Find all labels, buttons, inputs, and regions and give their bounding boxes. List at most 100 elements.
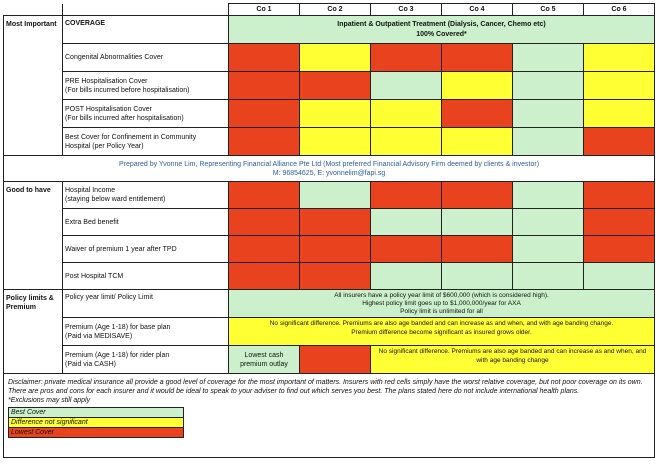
rating-cell bbox=[512, 235, 584, 263]
row-hospital-income: Good to have Hospital Income (staying be… bbox=[3, 181, 655, 290]
rating-cell bbox=[441, 99, 513, 128]
rating-cell bbox=[583, 99, 655, 128]
premium-rider-co2 bbox=[299, 345, 371, 374]
rating-cell bbox=[299, 43, 371, 72]
legend-lowest: Lowest Cover bbox=[8, 427, 184, 438]
rating-cell bbox=[299, 235, 371, 263]
rating-cell bbox=[370, 99, 442, 128]
rating-cell bbox=[583, 181, 655, 209]
rating-cell bbox=[512, 43, 584, 72]
rating-cell bbox=[228, 181, 300, 209]
rating-cell bbox=[512, 71, 584, 100]
row-congenital: Congenital Abnormalities Cover bbox=[4, 43, 655, 72]
coverage-label: COVERAGE bbox=[62, 15, 229, 44]
rating-cell bbox=[370, 71, 442, 100]
rating-cell bbox=[370, 181, 442, 209]
row-waiver: Waiver of premium 1 year after TPD bbox=[4, 235, 655, 263]
prepared-row: Prepared by Yvonne Lim, Representing Fin… bbox=[3, 155, 655, 182]
rating-cell bbox=[512, 127, 584, 156]
coverage-row: Most Important COVERAGE Inpatient & Outp… bbox=[3, 15, 655, 156]
rating-cell bbox=[370, 208, 442, 236]
disclaimer-exclusions: *Exclusions may still apply bbox=[8, 397, 91, 404]
policy-limit-note: All insurers have a policy year limit of… bbox=[228, 289, 655, 318]
rating-cell bbox=[512, 262, 584, 290]
row-label: Post Hospital TCM bbox=[62, 262, 229, 290]
disclaimer-text: Disclaimer: private medical insurance al… bbox=[8, 379, 643, 395]
rating-cell bbox=[512, 99, 584, 128]
legend: Best Cover Difference not significant Lo… bbox=[8, 407, 184, 438]
header-co5: Co 5 bbox=[512, 3, 584, 16]
rating-cell bbox=[583, 43, 655, 72]
coverage-subtitle: 100% Covered* bbox=[416, 30, 467, 38]
rating-cell bbox=[583, 262, 655, 290]
row-label: PRE Hospitalisation Cover (For bills inc… bbox=[62, 71, 229, 100]
header-row: Co 1 Co 2 Co 3 Co 4 Co 5 Co 6 bbox=[3, 3, 655, 16]
header-co1: Co 1 bbox=[228, 3, 300, 16]
rating-cell bbox=[583, 71, 655, 100]
row-policy-limit: Policy limits & Premium Policy year limi… bbox=[3, 289, 655, 374]
disclaimer-row: Disclaimer: private medical insurance al… bbox=[3, 373, 655, 458]
rating-cell bbox=[299, 99, 371, 128]
legend-ok: Difference not significant bbox=[8, 417, 184, 428]
row-extra-bed: Extra Bed benefit bbox=[4, 208, 655, 236]
section-good-to-have: Good to have bbox=[3, 181, 63, 290]
rating-cell bbox=[370, 43, 442, 72]
prepared-by: Prepared by Yvonne Lim, Representing Fin… bbox=[3, 155, 655, 182]
rating-cell bbox=[370, 127, 442, 156]
prepared-line2: M: 96854625, E: yvonnelim@fapi.sg bbox=[272, 169, 386, 177]
rating-cell bbox=[583, 208, 655, 236]
rating-cell bbox=[441, 127, 513, 156]
rating-cell bbox=[512, 181, 584, 209]
rating-cell bbox=[512, 208, 584, 236]
rating-cell bbox=[583, 127, 655, 156]
rating-cell bbox=[441, 71, 513, 100]
row-label: Hospital Income (staying below ward enti… bbox=[62, 181, 229, 209]
rating-cell bbox=[370, 235, 442, 263]
coverage-value: Inpatient & Outpatient Treatment (Dialys… bbox=[228, 15, 655, 44]
row-label: Extra Bed benefit bbox=[62, 208, 229, 236]
rating-cell bbox=[370, 262, 442, 290]
rating-cell bbox=[299, 262, 371, 290]
rating-cell bbox=[228, 99, 300, 128]
row-label: Congenital Abnormalities Cover bbox=[62, 43, 229, 72]
row-post-hospitalisation: POST Hospitalisation Cover (For bills in… bbox=[4, 99, 655, 128]
comparison-sheet: Co 1 Co 2 Co 3 Co 4 Co 5 Co 6 Most Impor… bbox=[3, 3, 655, 458]
rating-cell bbox=[441, 181, 513, 209]
row-pre-hospitalisation: PRE Hospitalisation Cover (For bills inc… bbox=[4, 71, 655, 100]
premium-rider-co1: Lowest cash premium outlay bbox=[228, 345, 300, 374]
rating-cell bbox=[441, 208, 513, 236]
row-label: Premium (Age 1-18) for base plan (Paid v… bbox=[62, 317, 229, 346]
rating-cell bbox=[299, 71, 371, 100]
disclaimer: Disclaimer: private medical insurance al… bbox=[3, 373, 655, 458]
header-co4: Co 4 bbox=[441, 3, 513, 16]
header-co2: Co 2 bbox=[299, 3, 371, 16]
row-label: Policy year limit/ Policy Limit bbox=[62, 289, 229, 318]
comparison-table: Co 1 Co 2 Co 3 Co 4 Co 5 Co 6 Most Impor… bbox=[3, 3, 655, 458]
row-post-tcm: Post Hospital TCM bbox=[4, 262, 655, 290]
section-most-important: Most Important bbox=[3, 15, 63, 156]
rating-cell bbox=[299, 127, 371, 156]
rating-cell bbox=[299, 181, 371, 209]
rating-cell bbox=[583, 235, 655, 263]
row-premium-rider: Premium (Age 1-18) for rider plan (Paid … bbox=[4, 345, 655, 374]
rating-cell bbox=[228, 127, 300, 156]
row-label: Premium (Age 1-18) for rider plan (Paid … bbox=[62, 345, 229, 374]
rating-cell bbox=[228, 43, 300, 72]
prepared-line1: Prepared by Yvonne Lim, Representing Fin… bbox=[118, 160, 540, 168]
premium-base-note: No significant difference. Premiums are … bbox=[228, 317, 655, 346]
section-policy-limits: Policy limits & Premium bbox=[3, 289, 63, 374]
legend-best: Best Cover bbox=[8, 407, 184, 418]
premium-rider-note: No significant difference. Premiums are … bbox=[370, 345, 655, 374]
header-co3: Co 3 bbox=[370, 3, 442, 16]
row-premium-base: Premium (Age 1-18) for base plan (Paid v… bbox=[4, 317, 655, 346]
rating-cell bbox=[228, 71, 300, 100]
rating-cell bbox=[299, 208, 371, 236]
row-community-hospital: Best Cover for Confinement in Community … bbox=[4, 127, 655, 156]
row-label: POST Hospitalisation Cover (For bills in… bbox=[62, 99, 229, 128]
rating-cell bbox=[441, 235, 513, 263]
header-co6: Co 6 bbox=[583, 3, 655, 16]
rating-cell bbox=[228, 235, 300, 263]
coverage-title: Inpatient & Outpatient Treatment (Dialys… bbox=[337, 20, 546, 28]
row-label: Best Cover for Confinement in Community … bbox=[62, 127, 229, 156]
rating-cell bbox=[441, 262, 513, 290]
